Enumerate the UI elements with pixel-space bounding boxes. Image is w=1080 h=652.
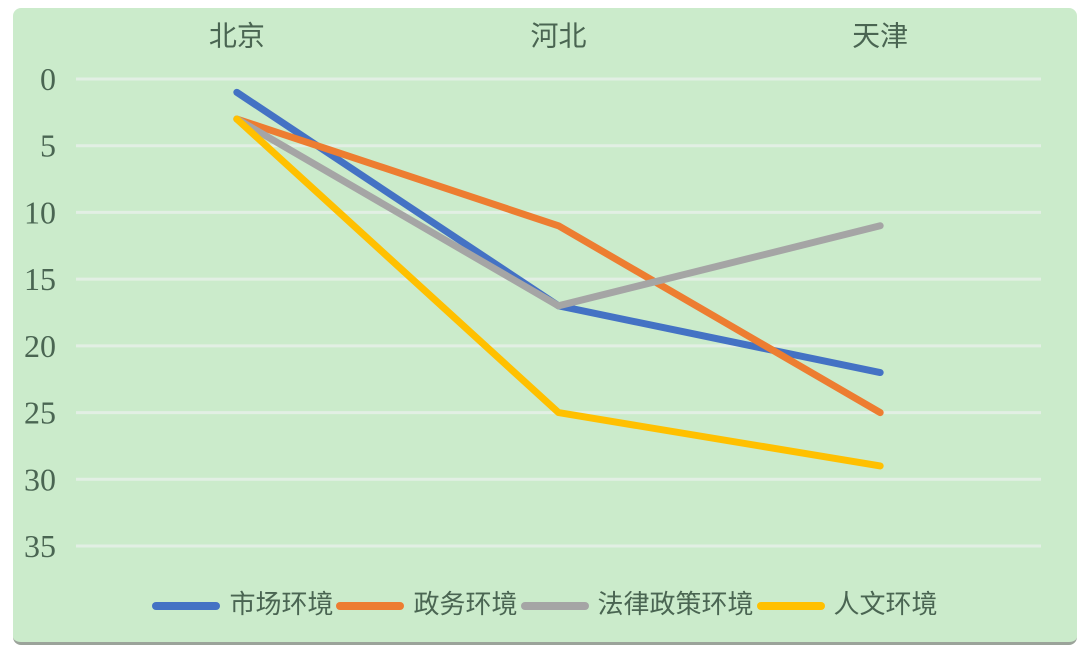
series-line-legal-policy-environment [233,115,884,310]
legend-item-market-environment: 市场环境 [152,591,333,620]
y-tick-label: 0 [40,61,56,97]
legend-item-legal-policy-environment: 法律政策环境 [520,590,754,620]
y-tick-label: 30 [24,461,56,497]
x-category-label: 河北 [530,22,586,53]
series-line-humanistic-environment [233,115,884,470]
chart-legend: 市场环境 政务环境 法律政策环境 人文环境 [13,591,1077,620]
y-tick-label: 5 [40,128,56,164]
legend-marker-humanistic-environment [756,601,825,610]
x-category-label: 北京 [209,21,265,53]
line-chart: 0 5 10 15 20 25 30 35 北京 河北 天津 [24,21,1041,564]
y-tick-label: 35 [24,528,56,564]
series-line-market-environment [233,88,884,377]
series-line-government-affairs-environment [233,115,884,417]
legend-marker-government-affairs-environment [336,601,405,610]
y-tick-label: 20 [24,328,56,364]
y-tick-label: 25 [24,395,56,431]
legend-label-legal-policy-environment: 法律政策环境 [597,590,754,620]
chart-card: 0 5 10 15 20 25 30 35 北京 河北 天津 市场环境 政务环境 法律政策环境 人文环境 [13,8,1077,645]
legend-item-government-affairs-environment: 政务环境 [336,590,518,620]
y-tick-label: 10 [24,194,56,230]
legend-marker-legal-policy-environment [520,601,589,610]
legend-marker-market-environment [152,601,221,610]
x-category-label: 天津 [852,22,908,53]
legend-label-humanistic-environment: 人文环境 [833,590,938,620]
legend-item-humanistic-environment: 人文环境 [756,590,938,620]
legend-label-market-environment: 市场环境 [229,590,334,620]
y-tick-label: 15 [24,261,56,297]
legend-label-government-affairs-environment: 政务环境 [413,590,518,620]
